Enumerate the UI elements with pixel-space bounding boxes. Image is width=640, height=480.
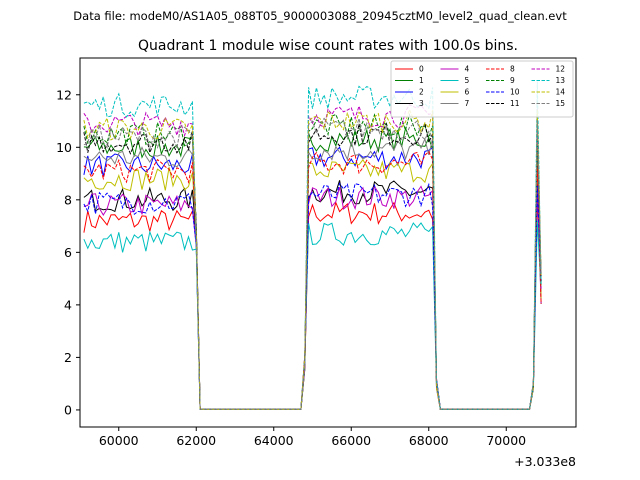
series-line-11 — [83, 116, 542, 410]
legend-label-0: 0 — [419, 65, 424, 74]
y-tick-label: 10 — [56, 140, 72, 155]
series-line-13 — [83, 81, 542, 410]
series-line-8 — [83, 150, 542, 410]
legend-label-15: 15 — [556, 99, 566, 108]
series-line-3 — [83, 174, 542, 410]
series-line-15 — [83, 116, 542, 410]
y-tick-label: 2 — [64, 350, 72, 365]
x-tick-label: 64000 — [254, 433, 294, 448]
legend-label-6: 6 — [465, 88, 470, 97]
series-line-14 — [83, 108, 542, 410]
legend-label-8: 8 — [510, 65, 515, 74]
legend-label-11: 11 — [510, 99, 520, 108]
y-tick-label: 0 — [64, 402, 72, 417]
legend-label-9: 9 — [510, 76, 515, 85]
legend-label-1: 1 — [419, 76, 424, 85]
data-file-label: Data file: modeM0/AS1A05_088T05_90000030… — [73, 9, 567, 23]
legend-label-12: 12 — [556, 65, 566, 74]
series-line-12 — [83, 104, 542, 410]
series-line-10 — [83, 182, 542, 410]
y-tick-label: 6 — [64, 245, 72, 260]
y-tick-label: 4 — [64, 297, 72, 312]
legend-label-10: 10 — [510, 88, 520, 97]
legend-label-3: 3 — [419, 99, 424, 108]
series-line-5 — [83, 220, 542, 410]
legend-label-4: 4 — [465, 65, 470, 74]
legend-label-2: 2 — [419, 88, 424, 97]
series-line-7 — [83, 137, 542, 410]
y-tick-label: 12 — [56, 87, 72, 102]
legend-label-13: 13 — [556, 76, 566, 85]
chart-title: Quadrant 1 module wise count rates with … — [138, 38, 518, 54]
plot-area — [83, 81, 542, 410]
legend-label-14: 14 — [556, 88, 566, 97]
axes-frame — [79, 57, 577, 428]
x-tick-label: 68000 — [409, 433, 449, 448]
x-tick-label: 60000 — [99, 433, 139, 448]
y-tick-label: 8 — [64, 192, 72, 207]
legend-box — [390, 60, 574, 118]
series-line-2 — [83, 139, 542, 410]
series-line-0 — [83, 196, 542, 410]
x-tick-label: 70000 — [486, 433, 526, 448]
x-tick-label: 62000 — [176, 433, 216, 448]
x-offset-label: +3.033e8 — [514, 454, 576, 469]
x-tick-label: 66000 — [331, 433, 371, 448]
legend-label-7: 7 — [465, 99, 470, 108]
legend-label-5: 5 — [465, 76, 470, 85]
